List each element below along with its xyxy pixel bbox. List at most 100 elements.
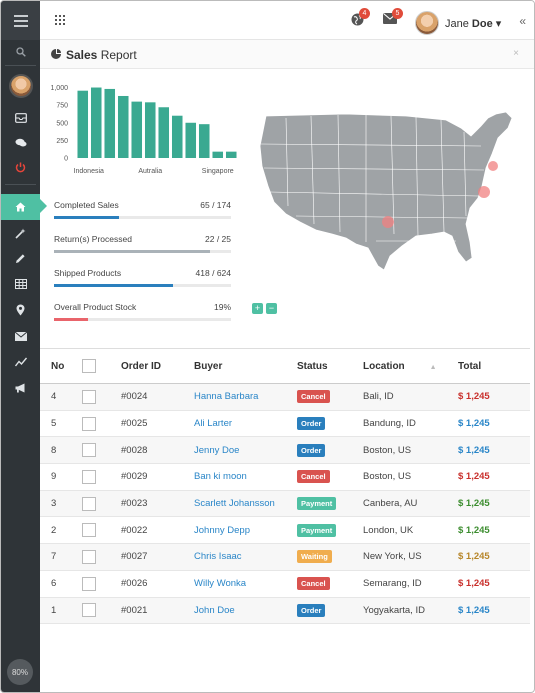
cell-buyer[interactable]: Ban ki moon — [194, 463, 297, 491]
cell-buyer[interactable]: Hanna Barbara — [194, 383, 297, 411]
bar[interactable] — [198, 124, 210, 158]
buyer-link[interactable]: Johnny Depp — [194, 524, 250, 536]
sidebar-item-magic[interactable] — [1, 220, 40, 246]
table-row[interactable]: 8 #0028 Jenny Doe Order Boston, US $ 1,245 — [40, 436, 530, 465]
table-row[interactable]: 2 #0022 Johnny Depp Payment London, UK $ 1,24… — [40, 516, 530, 545]
cell-buyer[interactable]: Ali Larter — [194, 410, 297, 438]
cell-checkbox[interactable] — [82, 543, 121, 571]
cell-checkbox[interactable] — [82, 597, 121, 625]
sidebar-item-mail[interactable] — [1, 323, 40, 349]
row-checkbox[interactable] — [82, 389, 96, 404]
sidebar-search[interactable] — [1, 39, 40, 65]
zoom-in-button[interactable]: + — [252, 303, 263, 314]
bar[interactable] — [90, 87, 102, 158]
buyer-link[interactable]: Chris Isaac — [194, 551, 242, 563]
sort-icon[interactable]: ▲ — [429, 363, 437, 371]
map-marker-northeast[interactable] — [488, 161, 498, 171]
cell-checkbox[interactable] — [82, 410, 121, 438]
sidebar-item-edit[interactable] — [1, 245, 40, 271]
messages-button[interactable]: 5 — [383, 8, 403, 27]
zoom-level[interactable]: 80% — [7, 659, 33, 685]
row-checkbox[interactable] — [82, 496, 96, 511]
buyer-link[interactable]: Ali Larter — [194, 418, 233, 430]
bar[interactable] — [117, 95, 129, 158]
row-checkbox[interactable] — [82, 443, 96, 458]
table-row[interactable]: 5 #0025 Ali Larter Order Bandung, ID $ 1,245 — [40, 410, 530, 438]
cell-checkbox[interactable] — [82, 516, 121, 545]
header-no[interactable]: No — [40, 348, 82, 384]
user-menu[interactable]: Jane Doe ▾ — [415, 11, 501, 35]
bar[interactable] — [212, 151, 224, 158]
map-marker-texas[interactable] — [382, 216, 394, 228]
bar[interactable] — [144, 102, 156, 158]
sidebar-item-announce[interactable] — [1, 375, 40, 401]
buyer-link[interactable]: John Doe — [194, 604, 235, 616]
row-checkbox[interactable] — [82, 603, 96, 618]
notifications-button[interactable]: 4 — [351, 8, 370, 29]
sidebar-item-location[interactable] — [1, 297, 40, 323]
cell-buyer[interactable]: Scarlett Johansson — [194, 490, 297, 518]
total-amount: $ 1,245 — [458, 524, 490, 536]
cell-location: Bandung, ID — [363, 410, 458, 438]
progress-row: Overall Product Stock 19% — [54, 302, 231, 312]
bar[interactable] — [131, 101, 143, 158]
sidebar-item-home[interactable] — [1, 194, 40, 220]
cell-buyer[interactable]: Jenny Doe — [194, 436, 297, 465]
bar[interactable] — [185, 122, 197, 158]
table-row[interactable]: 3 #0023 Scarlett Johansson Payment Canbera, … — [40, 490, 530, 518]
buyer-link[interactable]: Jenny Doe — [194, 444, 240, 456]
table-row[interactable]: 9 #0029 Ban ki moon Cancel Boston, US $ 1,245 — [40, 463, 530, 491]
notifications-badge: 4 — [359, 8, 370, 19]
bar[interactable] — [171, 115, 183, 158]
sidebar-inbox[interactable] — [1, 105, 40, 131]
bar[interactable] — [225, 151, 237, 158]
buyer-link[interactable]: Ban ki moon — [194, 471, 247, 483]
header-status[interactable]: Status — [297, 348, 363, 384]
sidebar-power[interactable] — [1, 154, 40, 180]
cell-checkbox[interactable] — [82, 383, 121, 411]
buyer-link[interactable]: Hanna Barbara — [194, 391, 259, 403]
table-row[interactable]: 6 #0026 Willy Wonka Cancel Semarang, ID $ 1,2… — [40, 570, 530, 598]
cell-checkbox[interactable] — [82, 436, 121, 465]
sidebar-chat[interactable] — [1, 130, 40, 156]
select-all-checkbox[interactable] — [82, 359, 96, 373]
cell-buyer[interactable]: Chris Isaac — [194, 543, 297, 571]
table-row[interactable]: 4 #0024 Hanna Barbara Cancel Bali, ID $ 1,245 — [40, 383, 530, 411]
close-icon[interactable]: × — [513, 48, 519, 59]
collapse-button[interactable]: « — [519, 14, 526, 28]
table-row[interactable]: 1 #0021 John Doe Order Yogyakarta, ID $ 1,245 — [40, 597, 530, 625]
cell-buyer[interactable]: Johnny Depp — [194, 516, 297, 545]
sidebar-item-stats[interactable] — [1, 349, 40, 375]
header-checkbox[interactable] — [82, 348, 121, 384]
bar[interactable] — [77, 90, 89, 158]
row-checkbox[interactable] — [82, 416, 96, 431]
table-row[interactable]: 7 #0027 Chris Isaac Waiting New York, US $ 1,… — [40, 543, 530, 571]
us-map[interactable] — [256, 106, 521, 281]
progress-fill — [54, 216, 120, 219]
map-marker-carolina[interactable] — [478, 186, 490, 198]
row-checkbox[interactable] — [82, 469, 96, 484]
cell-checkbox[interactable] — [82, 463, 121, 491]
cell-checkbox[interactable] — [82, 490, 121, 518]
sidebar-avatar[interactable] — [9, 74, 33, 98]
buyer-link[interactable]: Willy Wonka — [194, 578, 247, 590]
row-checkbox[interactable] — [82, 576, 96, 591]
sidebar-item-table[interactable] — [1, 271, 40, 297]
cell-buyer[interactable]: Willy Wonka — [194, 570, 297, 598]
bar[interactable] — [158, 107, 170, 158]
row-checkbox[interactable] — [82, 523, 96, 538]
apps-grid-button[interactable] — [55, 15, 65, 28]
status-badge: Cancel — [297, 470, 330, 484]
header-location[interactable]: Location ▲ — [363, 348, 458, 384]
buyer-link[interactable]: Scarlett Johansson — [194, 498, 275, 510]
header-order-id[interactable]: Order ID — [121, 348, 194, 384]
cell-buyer[interactable]: John Doe — [194, 597, 297, 625]
header-total[interactable]: Total — [458, 348, 530, 384]
header-buyer[interactable]: Buyer — [194, 348, 297, 384]
menu-toggle[interactable] — [1, 1, 40, 40]
cell-checkbox[interactable] — [82, 570, 121, 598]
zoom-out-button[interactable]: − — [266, 303, 277, 314]
bar[interactable] — [104, 88, 116, 158]
status-badge: Cancel — [297, 577, 330, 591]
row-checkbox[interactable] — [82, 549, 96, 564]
